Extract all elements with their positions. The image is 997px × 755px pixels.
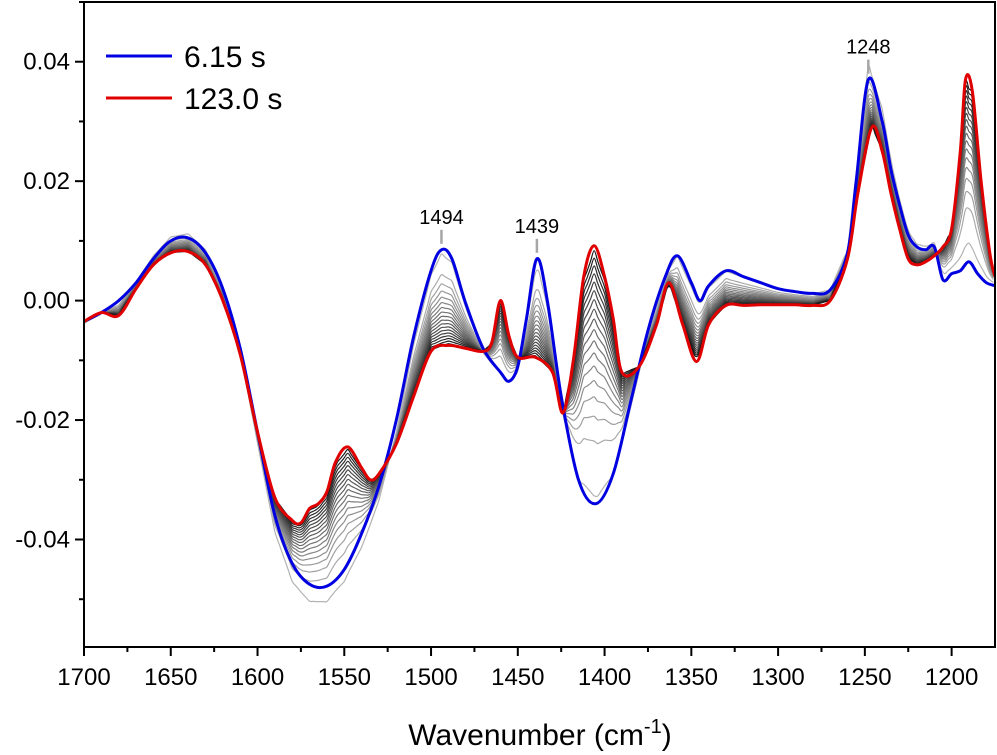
y-tick-label: -0.02 <box>15 407 70 434</box>
x-tick-label: 1400 <box>578 664 631 691</box>
peak-annotations: 1494 1439 1248 <box>419 37 891 253</box>
intermediate-spectra <box>84 65 994 603</box>
y-tick-label: 0.04 <box>23 49 70 76</box>
x-axis: 1700 1650 1600 1550 1500 1450 1400 1350 1300 1250… <box>57 647 978 691</box>
x-tick-label: 1700 <box>57 664 110 691</box>
x-axis-title-main: Wavenumber (cm <box>408 719 644 752</box>
y-axis: 0.04 0.02 0.00 -0.02 -0.04 <box>15 1 84 601</box>
x-tick-label: 1300 <box>751 664 804 691</box>
legend-label: 123.0 s <box>184 83 282 116</box>
x-tick-label: 1350 <box>665 664 718 691</box>
x-axis-title-close: ) <box>662 719 672 752</box>
annotation-label: 1494 <box>419 207 464 229</box>
intermediate-spectrum-line <box>84 80 994 525</box>
legend-label: 6.15 s <box>184 41 266 74</box>
x-tick-label: 1500 <box>404 664 457 691</box>
legend: 6.15 s 123.0 s <box>106 41 282 116</box>
y-tick-label: 0.02 <box>23 168 70 195</box>
x-tick-label: 1200 <box>925 664 978 691</box>
intermediate-spectrum-line <box>84 81 994 582</box>
y-tick-label: 0.00 <box>23 288 70 315</box>
annotation-label: 1248 <box>846 37 891 59</box>
x-tick-label: 1650 <box>144 664 197 691</box>
annotation-label: 1439 <box>515 216 560 238</box>
main-spectra <box>84 73 995 590</box>
intermediate-spectrum-line <box>84 90 994 529</box>
x-axis-title-superscript: -1 <box>644 716 662 738</box>
x-axis-title: Wavenumber (cm-1) <box>408 716 671 752</box>
series-line-last <box>84 73 995 526</box>
x-tick-label: 1450 <box>491 664 544 691</box>
plot-frame <box>83 1 996 648</box>
x-tick-label: 1550 <box>318 664 371 691</box>
series-line-first <box>84 76 995 590</box>
y-tick-label: -0.04 <box>15 527 70 554</box>
x-tick-label: 1250 <box>838 664 891 691</box>
x-tick-label: 1600 <box>231 664 284 691</box>
